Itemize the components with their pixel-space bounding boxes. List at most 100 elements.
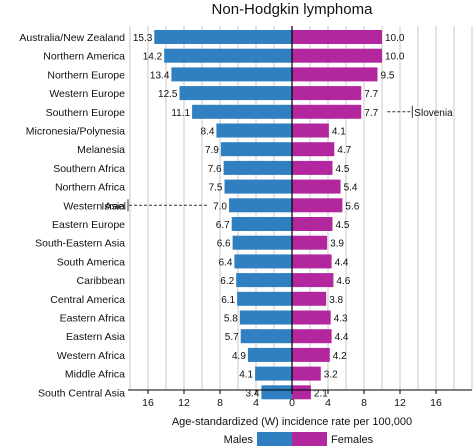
value-label-females: 3.2	[324, 370, 338, 381]
category-label: Eastern Africa	[60, 313, 126, 325]
category-label: Southern Europe	[46, 107, 126, 119]
value-label-males: 7.9	[205, 145, 219, 156]
category-label: Northern Africa	[55, 182, 125, 194]
value-label-males: 6.1	[221, 295, 235, 306]
value-label-males: 4.1	[239, 370, 253, 381]
bar-males	[240, 329, 292, 344]
value-label-males: 5.8	[224, 314, 238, 325]
category-label: Western Asia	[63, 200, 125, 212]
category-label: Middle Africa	[65, 369, 125, 381]
bar-males	[234, 254, 292, 269]
category-label: South-Eastern Asia	[35, 238, 125, 250]
category-label: Northern America	[43, 51, 125, 63]
bar-females	[292, 48, 382, 63]
x-tick-label: 4	[253, 397, 259, 409]
bar-females	[292, 385, 311, 400]
bars	[154, 30, 382, 400]
value-label-males: 6.7	[216, 220, 230, 231]
value-label-females: 5.4	[344, 183, 358, 194]
value-label-males: 3.4	[245, 388, 259, 399]
bar-males	[220, 142, 292, 157]
value-label-females: 4.2	[333, 351, 347, 362]
x-tick-label: 4	[325, 397, 331, 409]
category-label: South America	[57, 256, 125, 268]
legend-swatch-females	[292, 432, 327, 446]
category-label: Australia/New Zealand	[19, 32, 125, 44]
x-tick-label: 16	[142, 397, 154, 409]
category-label: Eastern Europe	[52, 219, 125, 231]
legend: Males Females	[224, 432, 374, 446]
bar-males	[224, 179, 292, 194]
category-label: Melanesia	[77, 144, 125, 156]
value-label-males: 13.4	[150, 70, 170, 81]
bar-males	[247, 347, 292, 362]
value-label-males: 6.4	[218, 257, 232, 268]
bar-males	[154, 30, 292, 44]
legend-label-males: Males	[224, 434, 254, 446]
category-label: Eastern Asia	[66, 331, 125, 343]
bar-females	[292, 217, 333, 231]
value-label-females: 3.9	[330, 239, 344, 250]
value-label-females: 3.8	[329, 295, 343, 306]
bar-males	[223, 160, 292, 175]
bar-males	[261, 385, 292, 400]
value-label-males: 6.6	[217, 239, 231, 250]
value-label-females: 10.0	[385, 33, 405, 44]
bar-males	[231, 217, 292, 231]
bar-females	[292, 254, 332, 269]
value-label-females: 4.5	[336, 164, 350, 175]
bar-males	[216, 123, 292, 138]
bar-males	[239, 310, 292, 325]
bar-females	[292, 160, 333, 175]
bar-females	[292, 198, 343, 213]
bar-females	[292, 104, 362, 119]
category-label: Caribbean	[77, 275, 126, 287]
x-tick-label: 0	[289, 397, 295, 409]
bar-males	[236, 273, 292, 288]
value-label-females: 4.3	[334, 314, 348, 325]
bar-females	[292, 273, 334, 288]
value-label-females: 2.1	[314, 388, 328, 399]
bar-females	[292, 347, 330, 362]
value-label-males: 11.1	[171, 108, 190, 119]
x-tick-label: 12	[394, 397, 406, 409]
bar-females	[292, 30, 382, 44]
category-label: Northern Europe	[47, 69, 125, 81]
bar-males	[171, 67, 292, 82]
category-label: Southern Africa	[53, 163, 125, 175]
bar-males	[164, 48, 292, 63]
category-label: Micronesia/Polynesia	[26, 126, 125, 138]
value-label-females: 4.4	[335, 332, 349, 343]
value-label-females: 7.7	[364, 108, 378, 119]
category-label: Western Africa	[57, 350, 125, 362]
annotation-label: Slovenia	[414, 108, 453, 119]
category-label: South Central Asia	[38, 387, 125, 399]
bar-females	[292, 142, 335, 157]
legend-swatch-males	[257, 432, 292, 446]
value-label-females: 5.6	[345, 201, 359, 212]
bar-males	[192, 104, 292, 119]
value-label-females: 4.5	[336, 220, 350, 231]
bar-females	[292, 235, 328, 250]
value-label-males: 7.6	[208, 164, 222, 175]
x-tick-label: 12	[178, 397, 190, 409]
labels: Australia/New Zealand 15.3 10.0 Northern Am…	[19, 32, 453, 399]
bar-females	[292, 86, 362, 101]
value-label-males: 4.9	[232, 351, 246, 362]
x-axis-label: Age-standardized (W) incidence rate per …	[172, 416, 412, 428]
bar-males	[179, 86, 292, 101]
value-label-males: 14.2	[143, 52, 163, 63]
bar-females	[292, 366, 321, 381]
x-tick-label: 16	[430, 397, 442, 409]
bar-males	[237, 291, 292, 306]
value-label-females: 4.1	[332, 127, 346, 138]
value-label-males: 5.7	[225, 332, 239, 343]
value-label-males: 15.3	[133, 33, 153, 44]
value-label-males: 8.4	[200, 127, 214, 138]
value-label-females: 4.4	[335, 257, 349, 268]
bar-females	[292, 67, 378, 82]
bar-females	[292, 329, 332, 344]
value-label-males: 7.0	[213, 201, 227, 212]
value-label-males: 6.2	[220, 276, 234, 287]
